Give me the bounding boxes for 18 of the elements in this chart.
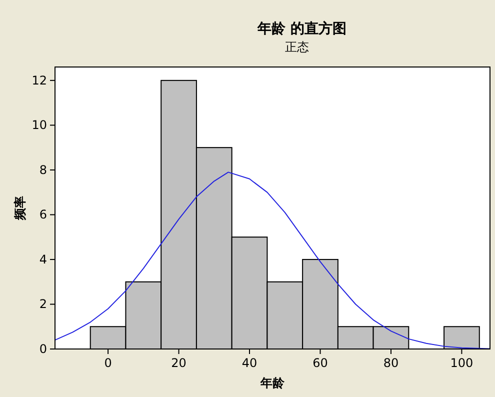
chart-title: 年龄 的直方图 xyxy=(256,20,346,37)
x-tick-label: 60 xyxy=(312,356,328,370)
y-tick-label: 2 xyxy=(39,297,47,312)
y-tick-label: 4 xyxy=(39,252,47,266)
x-tick-label: 80 xyxy=(383,356,399,370)
x-tick-label: 0 xyxy=(104,356,112,370)
x-tick-label: 100 xyxy=(450,356,474,370)
x-tick-label: 40 xyxy=(242,356,258,370)
chart-subtitle: 正态 xyxy=(285,40,309,54)
y-axis-title: 频率 xyxy=(13,196,27,221)
y-tick-label: 0 xyxy=(39,342,47,356)
x-tick-label: 20 xyxy=(171,356,186,370)
x-axis-title: 年龄 xyxy=(260,376,286,390)
y-tick-label: 12 xyxy=(32,73,47,88)
y-tick-label: 6 xyxy=(39,208,47,222)
y-tick-label: 8 xyxy=(39,162,47,177)
line-series xyxy=(54,172,490,350)
y-tick-label: 10 xyxy=(32,118,47,132)
